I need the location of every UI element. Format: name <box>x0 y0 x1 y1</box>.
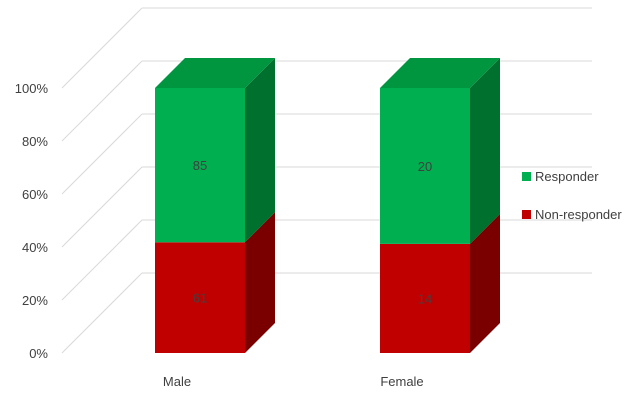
bar-segment <box>380 58 500 244</box>
gridline <box>61 60 592 142</box>
bar-segment <box>155 212 275 353</box>
data-label: 14 <box>418 291 432 306</box>
data-label: 61 <box>193 291 207 306</box>
gridlines <box>61 7 592 354</box>
bars: 61 85 14 20 <box>155 58 500 353</box>
y-tick-label: 100% <box>15 81 49 96</box>
gridline <box>61 272 592 354</box>
legend-swatch <box>522 210 531 219</box>
legend-label: Non-responder <box>535 207 622 222</box>
bar-segment <box>155 58 275 243</box>
y-tick-label: 80% <box>22 134 48 149</box>
y-axis-ticks: 0% 20% 40% 60% 80% 100% <box>15 81 49 361</box>
data-label: 85 <box>193 158 207 173</box>
legend-label: Responder <box>535 169 599 184</box>
x-category-label: Male <box>163 374 191 389</box>
legend: Responder Non-responder <box>522 169 622 222</box>
legend-item: Responder <box>522 169 599 184</box>
legend-item: Non-responder <box>522 207 622 222</box>
data-label: 20 <box>418 159 432 174</box>
gridline <box>61 113 592 195</box>
y-tick-label: 40% <box>22 240 48 255</box>
y-tick-label: 0% <box>29 346 48 361</box>
x-category-label: Female <box>380 374 423 389</box>
gridline <box>61 219 592 301</box>
y-tick-label: 60% <box>22 187 48 202</box>
gridline <box>61 7 592 89</box>
y-tick-label: 20% <box>22 293 48 308</box>
gridline <box>61 166 592 248</box>
legend-swatch <box>522 172 531 181</box>
x-axis-categories: Male Female <box>163 374 424 389</box>
bar-segment <box>380 213 500 353</box>
